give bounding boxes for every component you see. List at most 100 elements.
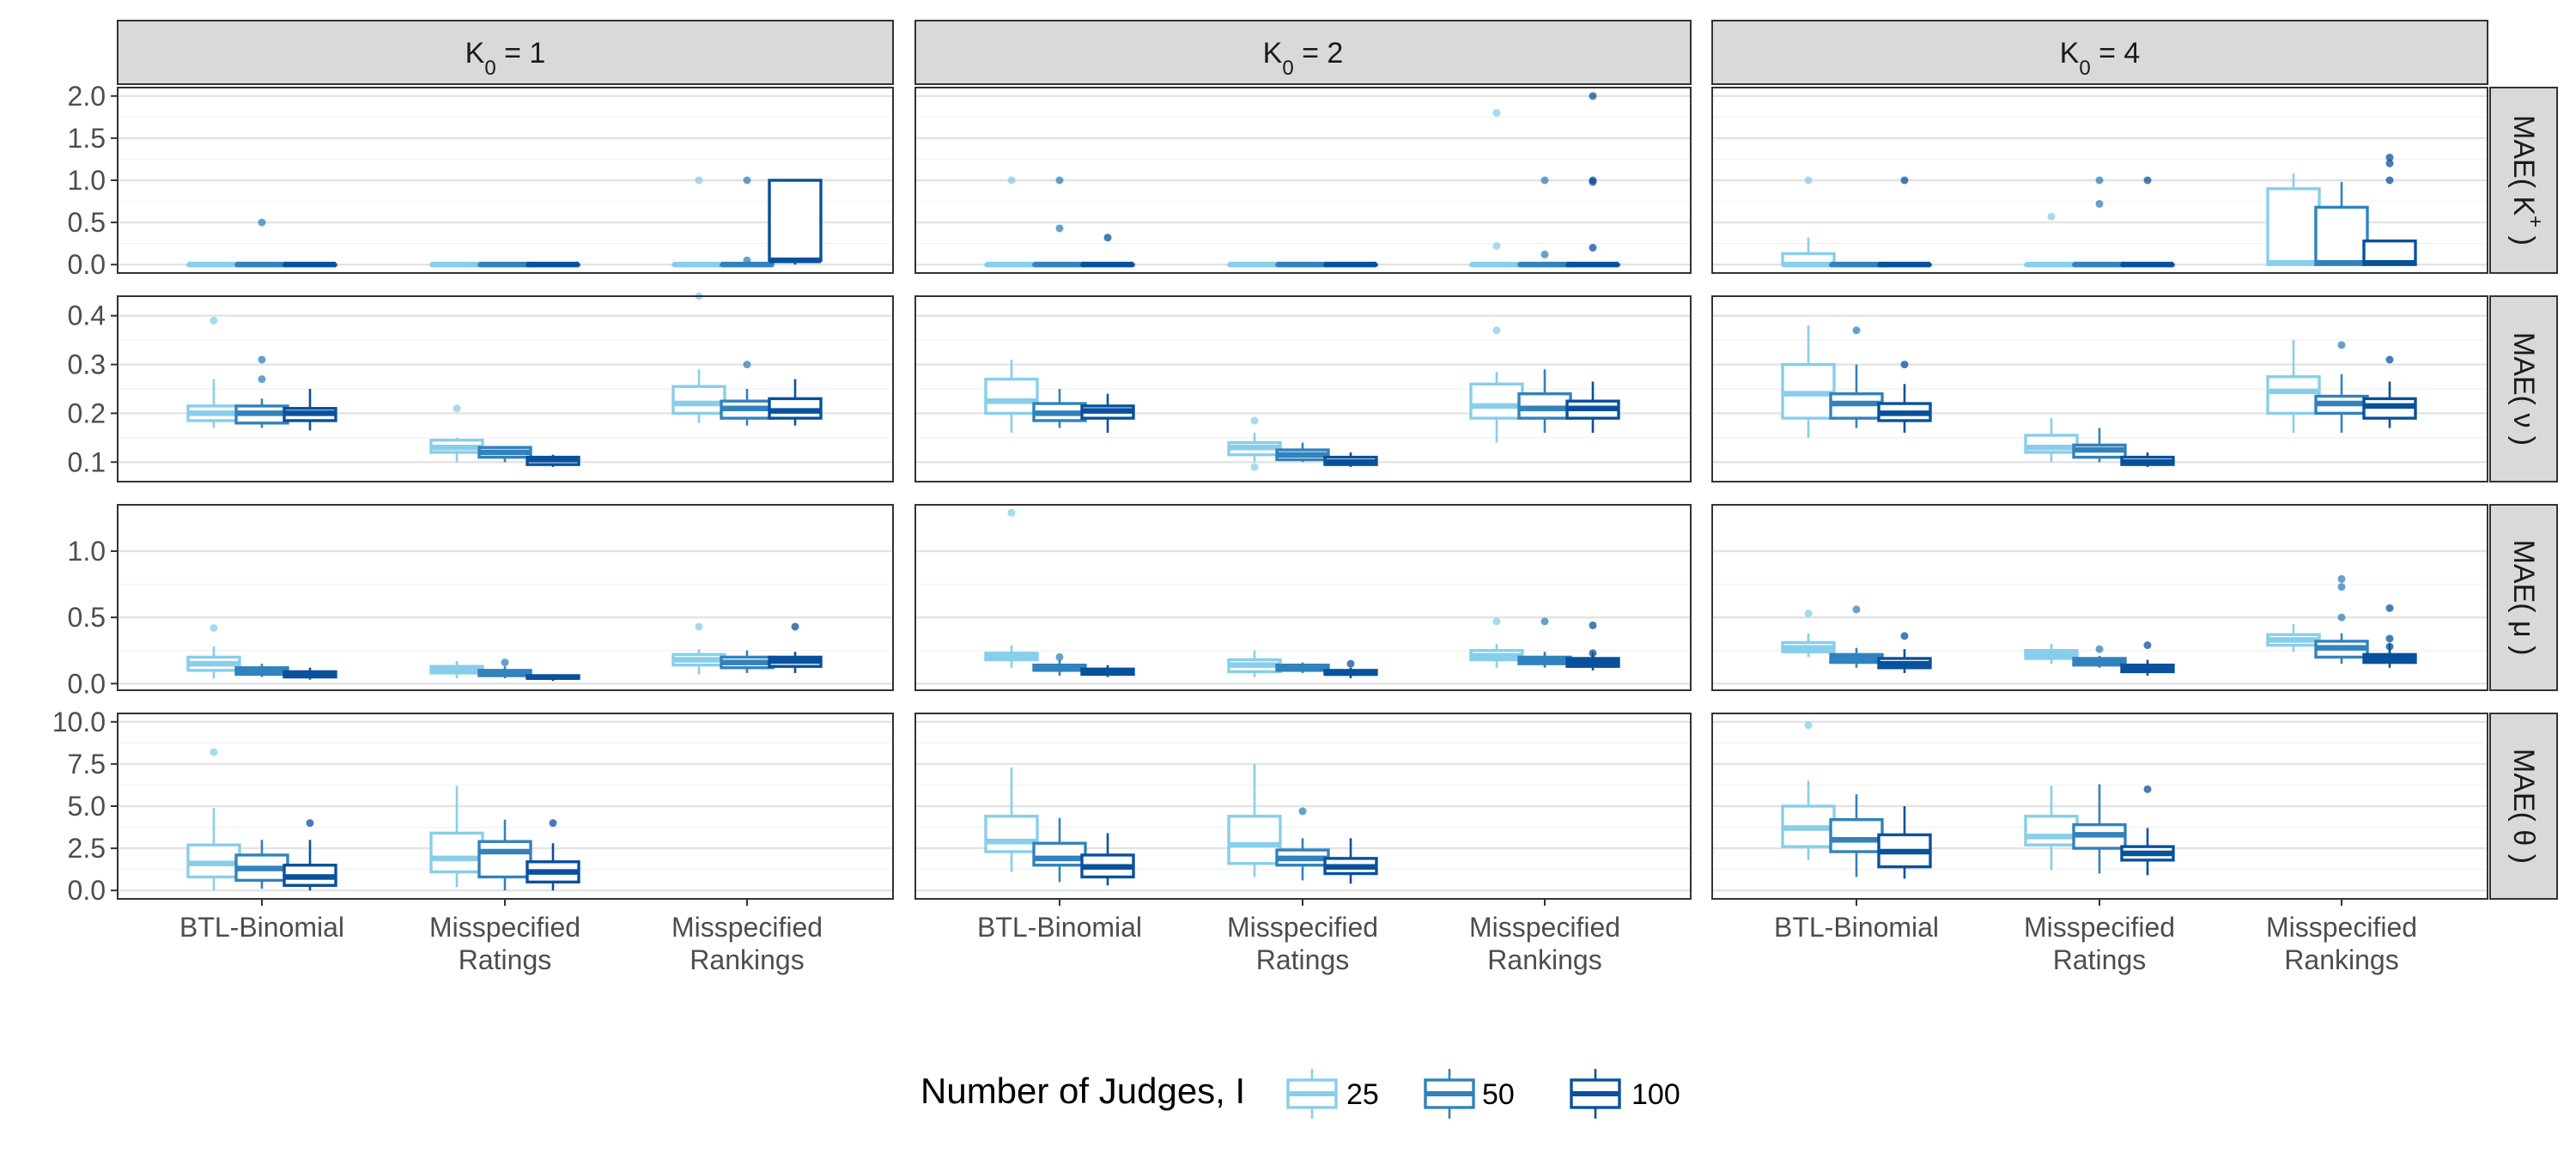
y-tick-label: 0.0 [68, 875, 106, 906]
x-tick-label: Rankings [690, 944, 804, 975]
facet-panel [1711, 713, 2488, 900]
box-50 [2072, 784, 2127, 874]
outlier-point [2095, 645, 2104, 653]
box-25 [186, 623, 241, 679]
outlier-point [695, 622, 703, 631]
panel-border [1711, 504, 2488, 691]
y-tick-label: 10.0 [52, 707, 106, 737]
panel-border [1711, 295, 2488, 482]
box-50 [1275, 807, 1330, 881]
box-50 [1829, 326, 1884, 428]
panels [117, 87, 2488, 900]
outlier-point [258, 218, 266, 227]
x-tick-label: Rankings [2284, 944, 2398, 975]
x-tick-label: Misspecified [671, 912, 823, 943]
panel-border [914, 504, 1692, 691]
box-25 [1781, 325, 1836, 438]
box-25 [2024, 418, 2079, 463]
box-50 [1829, 605, 1884, 668]
box-50 [1829, 261, 1884, 268]
box-25 [984, 508, 1039, 668]
outlier-point [743, 256, 751, 264]
box-100 [2362, 355, 2417, 428]
box-100 [2120, 785, 2175, 876]
outlier-point [1540, 250, 1549, 258]
box-50 [2314, 341, 2369, 434]
outlier-point [1346, 659, 1355, 668]
outlier-point [1900, 632, 1909, 640]
box-50 [477, 261, 532, 268]
outlier-point [2337, 341, 2346, 349]
row-strip [2489, 713, 2558, 900]
box-25 [984, 359, 1039, 434]
y-tick-label: 5.0 [68, 791, 106, 822]
box-100 [526, 454, 580, 467]
outlier-point [1492, 242, 1501, 251]
box-50 [1275, 261, 1330, 268]
outlier-point [2385, 176, 2394, 185]
column-strip [1711, 20, 2488, 85]
legend-label: 50 [1482, 1078, 1515, 1111]
box-body [1227, 815, 1282, 865]
box-body [984, 377, 1039, 416]
y-tick-label: 0.3 [68, 349, 106, 380]
box-100 [1565, 621, 1620, 671]
box-100 [1080, 833, 1135, 886]
outlier-point [791, 622, 799, 631]
box-50 [234, 840, 289, 889]
row-strip [2489, 87, 2558, 274]
panel-border [117, 295, 894, 482]
box-body [477, 840, 532, 879]
outlier-point [1852, 605, 1861, 614]
box-100 [1877, 632, 1932, 673]
legend-label: 25 [1346, 1078, 1379, 1111]
y-tick-label: 0.5 [68, 602, 106, 633]
box-50 [2072, 428, 2127, 463]
outlier-point [2095, 176, 2104, 185]
box-50 [234, 355, 289, 428]
box-50 [720, 361, 775, 426]
box-50 [2314, 181, 2369, 266]
box-body [2266, 187, 2321, 266]
outlier-point [2337, 583, 2346, 592]
y-tick-label: 1.0 [68, 536, 106, 567]
box-100 [1877, 176, 1932, 268]
x-tick-label: Misspecified [1469, 912, 1620, 943]
outlier-point [2385, 159, 2394, 167]
facet-panel [914, 713, 1692, 900]
outlier-point [210, 748, 218, 756]
y-tick-label: 2.0 [68, 81, 106, 112]
box-50 [1517, 369, 1572, 434]
outlier-point [1055, 652, 1064, 661]
box-100 [768, 179, 823, 265]
facet-panel [117, 87, 894, 274]
box-100 [2120, 176, 2175, 268]
outlier-point [210, 316, 218, 325]
box-100 [2120, 641, 2175, 677]
outlier-point [1540, 176, 1549, 185]
x-tick-label: BTL-Binomial [179, 912, 344, 943]
row-strip [2489, 504, 2558, 691]
box-50 [1275, 662, 1330, 673]
facet-panel [117, 713, 894, 900]
outlier-point [1250, 463, 1259, 471]
box-100 [768, 379, 823, 426]
y-tick-label: 7.5 [68, 749, 106, 780]
legend-key-50 [1424, 1069, 1475, 1119]
row-strip [2489, 295, 2558, 482]
box-25 [429, 261, 484, 268]
box-body [2314, 205, 2369, 266]
outlier-point [453, 404, 461, 413]
box-body [1469, 382, 1524, 420]
outlier-point [1492, 326, 1501, 335]
x-tick-label: Ratings [2053, 944, 2147, 975]
x-tick-label: Rankings [1487, 944, 1601, 975]
box-100 [2362, 604, 2417, 668]
box-100 [526, 819, 580, 891]
legend-key-25 [1286, 1069, 1338, 1119]
box-25 [1227, 261, 1282, 268]
row-strip-label: MAE( μ ) [2507, 540, 2540, 656]
box-100 [1323, 261, 1378, 268]
axes: 0.0 0.5 1.0 1.5 2.0 0.1 0.2 0.3 0.4 0.0 0.5 1.0 0.0 2… [52, 81, 2417, 975]
